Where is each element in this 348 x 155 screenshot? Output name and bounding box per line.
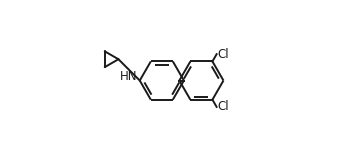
Text: Cl: Cl: [218, 100, 229, 113]
Text: HN: HN: [119, 70, 137, 83]
Text: Cl: Cl: [218, 48, 229, 61]
